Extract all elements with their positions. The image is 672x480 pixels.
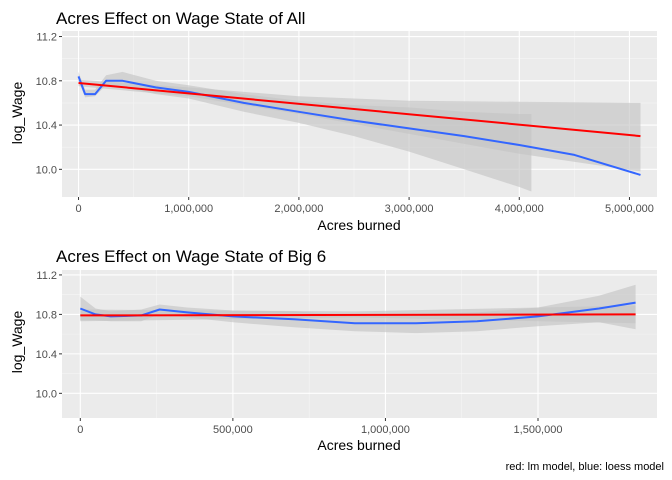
x-axis-label-bottom: Acres burned [317, 437, 400, 453]
series-line-loess [77, 76, 641, 176]
y-tick-label: 10.8 [36, 76, 57, 88]
chart-title-top: Acres Effect on Wage State of All [56, 9, 305, 28]
y-axis-label-top: log_Wage [9, 82, 25, 145]
x-tick-label: 4,000,000 [495, 203, 544, 215]
x-tick-label: 1,000,000 [361, 424, 410, 436]
chart-top-all-states: Acres Effect on Wage State of All log_Wa… [9, 9, 657, 233]
plot-panel [62, 270, 657, 418]
x-tick-label: 0 [75, 203, 81, 215]
y-tick-label: 10.0 [36, 164, 57, 176]
series-line-lm [80, 313, 636, 317]
x-tick-label: 5,000,000 [605, 203, 654, 215]
chart-bottom-big6: Acres Effect on Wage State of Big 6 log_… [9, 247, 657, 453]
x-tick-label: 1,000,000 [164, 203, 213, 215]
confidence-band-lm [78, 79, 641, 172]
chart-title-bottom: Acres Effect on Wage State of Big 6 [56, 247, 326, 266]
x-tick-label: 0 [77, 424, 83, 436]
y-tick-label: 10.8 [36, 309, 57, 321]
y-tick-label: 11.2 [36, 32, 57, 44]
series-line-lm [78, 82, 641, 138]
confidence-band-loess [80, 284, 636, 334]
x-axis-label-top: Acres burned [317, 217, 400, 233]
y-tick-label: 10.4 [36, 120, 57, 132]
x-tick-label: 500,000 [213, 424, 253, 436]
x-tick-label: 3,000,000 [385, 203, 434, 215]
x-tick-label: 1,500,000 [514, 424, 563, 436]
y-tick-label: 10.0 [36, 388, 57, 400]
y-tick-label: 11.2 [36, 270, 57, 282]
x-tick-label: 2,000,000 [274, 203, 323, 215]
y-tick-label: 10.4 [36, 349, 57, 361]
y-axis-label-bottom: log_Wage [9, 311, 25, 374]
model-caption: red: lm model, blue: loess model [506, 461, 664, 473]
